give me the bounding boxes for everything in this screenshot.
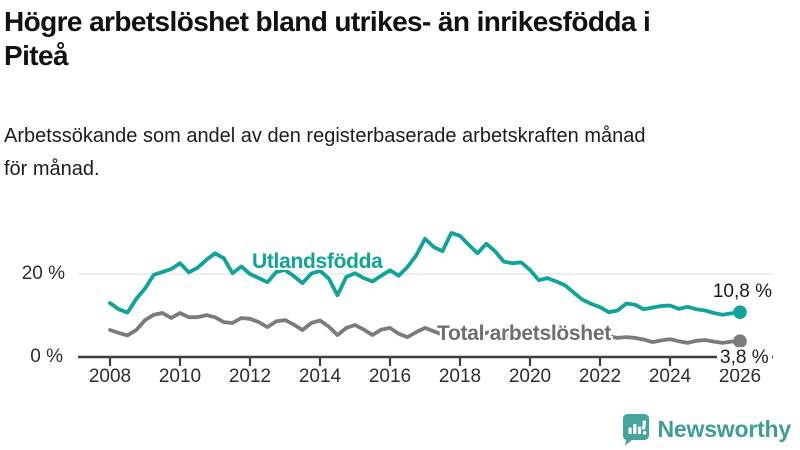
- page-title: Högre arbetslöshet bland utrikes- än inr…: [4, 5, 796, 73]
- end-value-label-total: 3,8 %: [717, 347, 772, 369]
- y-axis-label-0: 0 %: [30, 346, 63, 367]
- chart-subtitle: Arbetssökande som andel av den registerb…: [4, 120, 796, 186]
- title-line-2: Piteå: [4, 40, 69, 71]
- x-axis-label-2024: 2024: [648, 366, 692, 387]
- title-line-1: Högre arbetslöshet bland utrikes- än inr…: [4, 6, 651, 37]
- x-axis-label-2026: 2026: [718, 366, 762, 387]
- x-axis-label-2016: 2016: [368, 366, 412, 387]
- x-axis-label-2020: 2020: [508, 366, 552, 387]
- series-line-1: [108, 311, 742, 345]
- newsworthy-logo[interactable]: Newsworthy: [621, 414, 792, 446]
- end-value-label-utlandsfodda: 10,8 %: [712, 281, 772, 302]
- x-axis-label-2012: 2012: [228, 366, 272, 387]
- series-label-utlandsfodda: Utlandsfödda: [252, 250, 383, 273]
- x-axis-label-2014: 2014: [298, 366, 342, 387]
- series-label-total-arbetsloshet: Total arbetslöshet: [437, 322, 611, 345]
- subtitle-line-2: för månad.: [4, 158, 100, 180]
- series-end-dot-1: [733, 334, 747, 349]
- newsworthy-bubble-icon: [622, 414, 649, 446]
- x-axis-label-2010: 2010: [158, 366, 202, 387]
- series-end-dot-0: [733, 305, 747, 319]
- y-axis-label-20: 20 %: [21, 263, 65, 284]
- subtitle-line-1: Arbetssökande som andel av den registerb…: [4, 125, 646, 147]
- x-axis-label-2022: 2022: [578, 366, 622, 387]
- x-axis-label-2008: 2008: [88, 366, 132, 387]
- series-line-0: [108, 230, 742, 317]
- x-axis-label-2018: 2018: [438, 366, 482, 387]
- newsworthy-wordmark: Newsworthy: [657, 415, 792, 442]
